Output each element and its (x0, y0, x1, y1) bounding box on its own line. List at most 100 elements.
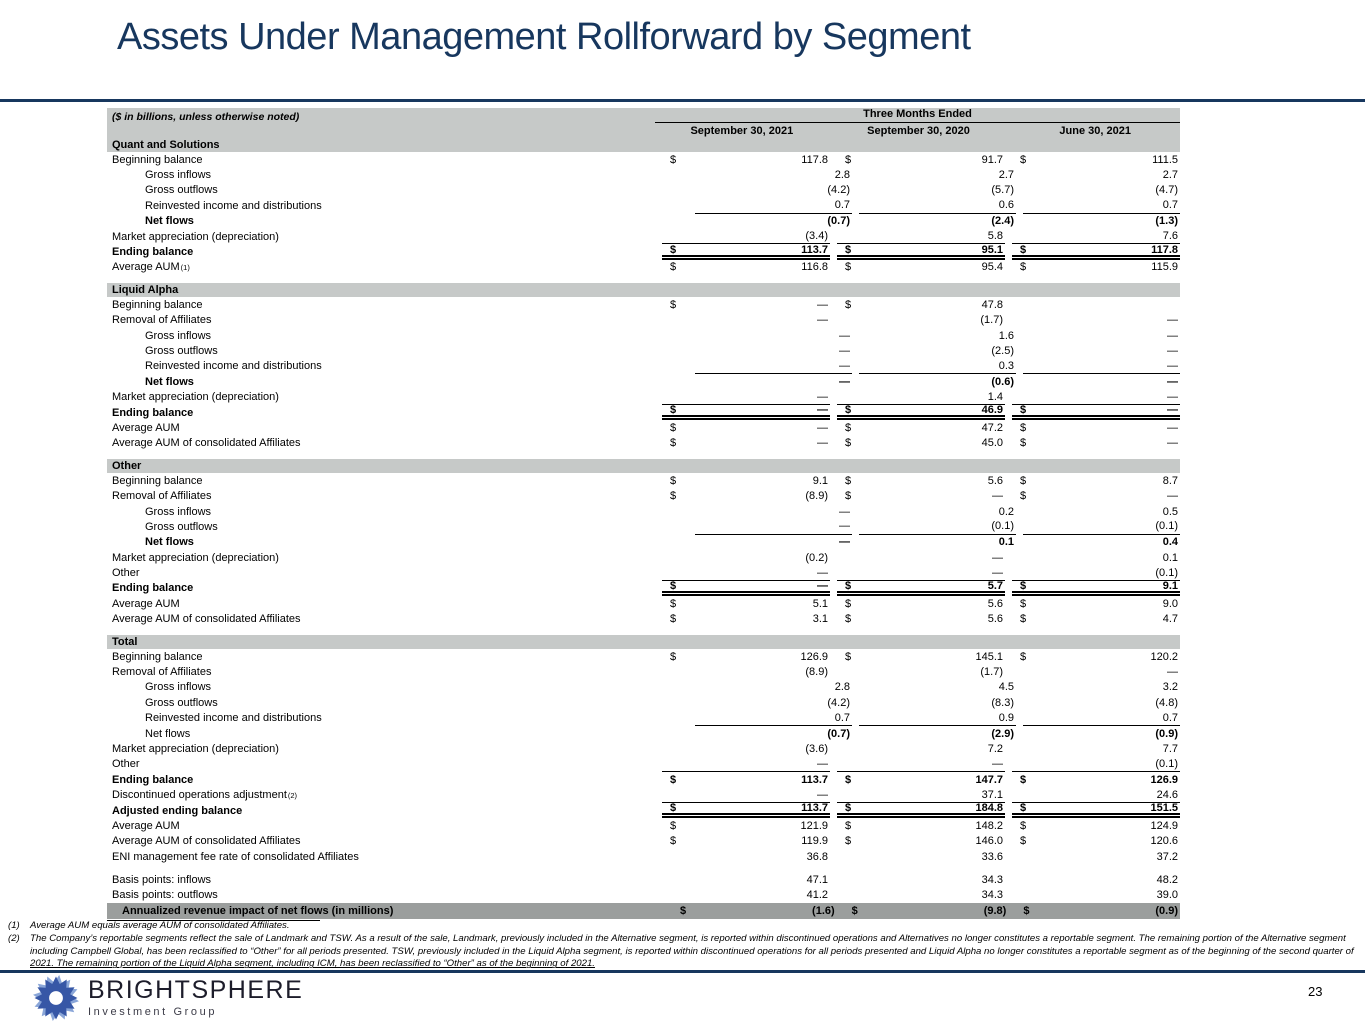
row-spacer (107, 864, 1180, 872)
section-header-liquid-alpha: Liquid Alpha (107, 283, 1180, 298)
table-row: Basis points: inflows 47.1 34.3 48.2 (107, 872, 1180, 887)
row-label: Gross outflows (145, 184, 218, 197)
value-cell: 2.7 (998, 169, 1014, 182)
table-header: ($ in billions, unless otherwise noted) … (107, 108, 1180, 152)
value-cell: 0.1 (998, 536, 1014, 549)
value-cell: $120.2 (1020, 650, 1178, 663)
row-label: Reinvested income and distributions (145, 360, 322, 373)
row-label: Removal of Affiliates (112, 314, 212, 327)
footnote-number: (1) (8, 920, 20, 931)
table-row: ENI management fee rate of consolidated … (107, 849, 1180, 864)
table-row: Net flows — (0.6) — (107, 374, 1180, 389)
value-cell: — (1167, 329, 1178, 342)
row-label: Reinvested income and distributions (145, 199, 322, 212)
table-row: Reinvested income and distributions 0.7 0.… (107, 711, 1180, 726)
period-header: Three Months Ended (655, 108, 1180, 123)
row-label: Ending balance (112, 406, 194, 419)
row-label: Other (112, 567, 140, 580)
value-cell: (4.2) (827, 696, 850, 709)
value-cell: (3.6) (805, 742, 828, 755)
value-cell: (2.4) (991, 215, 1014, 228)
value-cell: 0.3 (859, 359, 1016, 375)
footnote-line: 2021. The remaining portion of the Liqui… (30, 958, 595, 970)
table-row: Gross outflows (4.2) (5.7) (4.7) (107, 183, 1180, 198)
table-row: Removal of Affiliates $ (8.9) $ — $ — (107, 488, 1180, 503)
value-cell: — (1167, 375, 1178, 388)
row-label: Annualized revenue impact of net flows (… (122, 904, 394, 917)
value-cell: 7.6 (1012, 229, 1180, 245)
footnotes: (1) Average AUM equals average AUM of co… (8, 920, 1358, 971)
value-cell: $184.8 (837, 802, 1005, 819)
column-header-jun-2021: June 30, 2021 (1059, 124, 1131, 137)
value-cell: $117.8 (1012, 244, 1180, 260)
table-row: Ending balance $ — $46.9 $ — (107, 404, 1180, 421)
value-cell: — (839, 505, 850, 518)
row-label: Discontinued operations adjustment (2) (112, 789, 298, 802)
value-cell: (4.8) (1155, 696, 1178, 709)
row-label: ENI management fee rate of consolidated … (112, 850, 359, 863)
value-cell: (0.1) (1012, 757, 1180, 773)
row-label: Average AUM of consolidated Affiliates (112, 613, 301, 626)
value-cell: $ — (1012, 404, 1180, 421)
value-cell: — (1167, 666, 1178, 679)
table-row: Average AUM (1) $116.8 $95.4 $115.9 (107, 260, 1180, 275)
value-cell: 2.8 (834, 169, 850, 182)
value-cell: 0.7 (1023, 198, 1180, 214)
value-cell: $145.1 (845, 650, 1003, 663)
row-label: Gross outflows (145, 344, 218, 357)
value-cell: 0.1 (1162, 551, 1178, 564)
footnote-text: The Company’s reportable segments reflec… (30, 933, 1358, 971)
table-row: Ending balance $113.7 $95.1 $117.8 (107, 244, 1180, 260)
table-row: Ending balance $113.7 $147.7 $126.9 (107, 772, 1180, 787)
value-cell (1012, 297, 1180, 312)
label-underline (107, 919, 320, 922)
table-row: Market appreciation (depreciation) — 1.4 — (107, 389, 1180, 405)
row-label: Beginning balance (112, 153, 203, 166)
value-cell: $45.0 (845, 437, 1003, 450)
value-cell: — (992, 551, 1003, 564)
table-row: Average AUM $121.9 $148.2 $124.9 (107, 818, 1180, 833)
value-cell: — (662, 787, 830, 803)
value-cell: — (839, 329, 850, 342)
value-cell: $5.6 (845, 613, 1003, 626)
table-row: Gross inflows — 1.6 — (107, 328, 1180, 343)
page-title: Assets Under Management Rollforward by S… (117, 16, 971, 58)
row-label: Removal of Affiliates (112, 666, 212, 679)
value-cell: (0.7) (827, 727, 850, 740)
value-cell: — (817, 314, 828, 327)
value-cell: $5.1 (670, 597, 828, 610)
table-row: Annualized revenue impact of net flows (… (107, 903, 1180, 919)
value-cell: $111.5 (1020, 153, 1178, 166)
table-row: Average AUM of consolidated Affiliates $3… (107, 612, 1180, 627)
row-label: Gross inflows (145, 681, 212, 694)
value-cell: 34.3 (981, 874, 1003, 887)
value-cell: $113.7 (670, 773, 828, 786)
row-label: Reinvested income and distributions (145, 712, 322, 725)
value-cell: $120.6 (1020, 835, 1178, 848)
value-cell: — (839, 344, 850, 357)
row-label: Net flows (145, 727, 191, 740)
table-row: Gross inflows 2.8 2.7 2.7 (107, 167, 1180, 182)
row-label: Beginning balance (112, 650, 203, 663)
value-cell: — (662, 565, 830, 581)
value-cell: — (695, 519, 852, 535)
section-header-total: Total (107, 634, 1180, 649)
value-cell: (5.7) (991, 184, 1014, 197)
value-cell: 7.7 (1162, 742, 1178, 755)
table-body: Beginning balance $117.8 $91.7 $111.5 Gross … (107, 152, 1180, 922)
column-header-sep-2020: September 30, 2020 (867, 124, 970, 137)
value-cell: $ — (670, 437, 828, 450)
value-cell: $47.2 (845, 421, 1003, 434)
value-cell: $ — (845, 490, 1003, 503)
brand-block: BRIGHTSPHERE Investment Group (88, 976, 303, 1018)
value-cell: $9.1 (1012, 580, 1180, 597)
value-cell: 2.8 (834, 681, 850, 694)
value-cell: $47.8 (845, 298, 1003, 311)
value-cell: 2.7 (1162, 169, 1178, 182)
value-cell: 1.4 (837, 389, 1005, 405)
value-cell: $124.9 (1020, 819, 1178, 832)
section-header-other: Other (107, 459, 1180, 474)
table-row: Other — — (0.1) (107, 757, 1180, 773)
value-cell: $ (0.9) (1023, 904, 1179, 917)
table-row: Removal of Affiliates — (1.7) — (107, 313, 1180, 328)
